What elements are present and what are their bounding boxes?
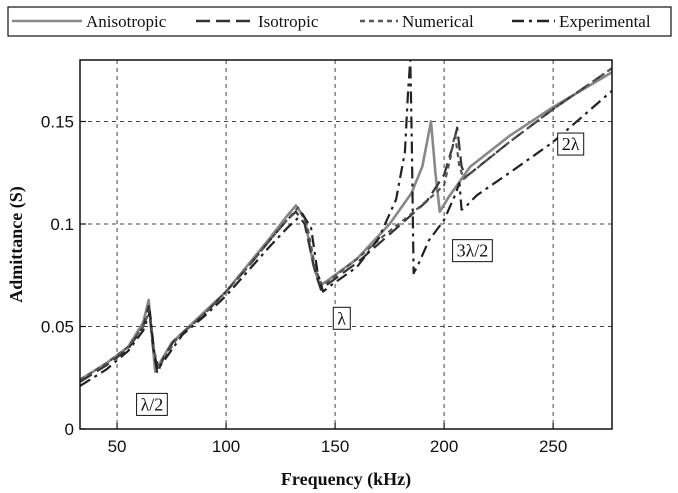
x-tick-label: 50 — [108, 437, 127, 456]
x-tick-label: 150 — [321, 437, 349, 456]
y-tick-label: 0.15 — [41, 113, 74, 132]
plot-frame — [79, 59, 613, 430]
y-tick-label: 0.05 — [41, 318, 74, 337]
series-lines — [80, 60, 612, 387]
legend-label-numerical: Numerical — [402, 12, 474, 31]
legend-label-experimental: Experimental — [559, 12, 651, 31]
legend-label-anisotropic: Anisotropic — [86, 12, 167, 31]
axis-ticks: 50 100 150 200 250 0 0.05 0.1 0.15 — [41, 113, 567, 457]
legend-box — [7, 6, 672, 37]
annotation-box — [332, 306, 351, 330]
series-line-anisotropic — [80, 71, 612, 381]
x-tick-label: 100 — [212, 437, 240, 456]
annotation-label: 2λ — [557, 132, 585, 156]
annotation-text: 3λ/2 — [457, 241, 489, 261]
y-axis-label: Admittance (S) — [6, 186, 27, 302]
annotation-label: 3λ/2 — [452, 239, 493, 263]
y-tick-label: 0 — [65, 420, 74, 439]
legend: Anisotropic Isotropic Numerical Experimenta… — [7, 6, 672, 37]
legend-label-isotropic: Isotropic — [258, 12, 319, 31]
grid-lines — [80, 60, 612, 429]
annotation-text: λ — [337, 308, 346, 328]
annotation-box — [452, 239, 493, 263]
series-line-experimental — [80, 60, 612, 387]
annotation-box — [557, 132, 585, 156]
annotation-box — [136, 392, 168, 416]
x-tick-label: 250 — [539, 437, 567, 456]
annotation-text: λ/2 — [141, 394, 164, 414]
y-tick-label: 0.1 — [50, 215, 74, 234]
series-line-isotropic — [80, 67, 612, 383]
x-axis-label: Frequency (kHz) — [281, 469, 411, 490]
annotation-label: λ — [332, 306, 351, 330]
annotations: λ/2 λ 3λ/2 2λ — [136, 132, 585, 416]
x-tick-label: 200 — [430, 437, 458, 456]
annotation-label: λ/2 — [136, 392, 168, 416]
annotation-text: 2λ — [562, 134, 580, 154]
series-line-numerical — [80, 67, 612, 381]
